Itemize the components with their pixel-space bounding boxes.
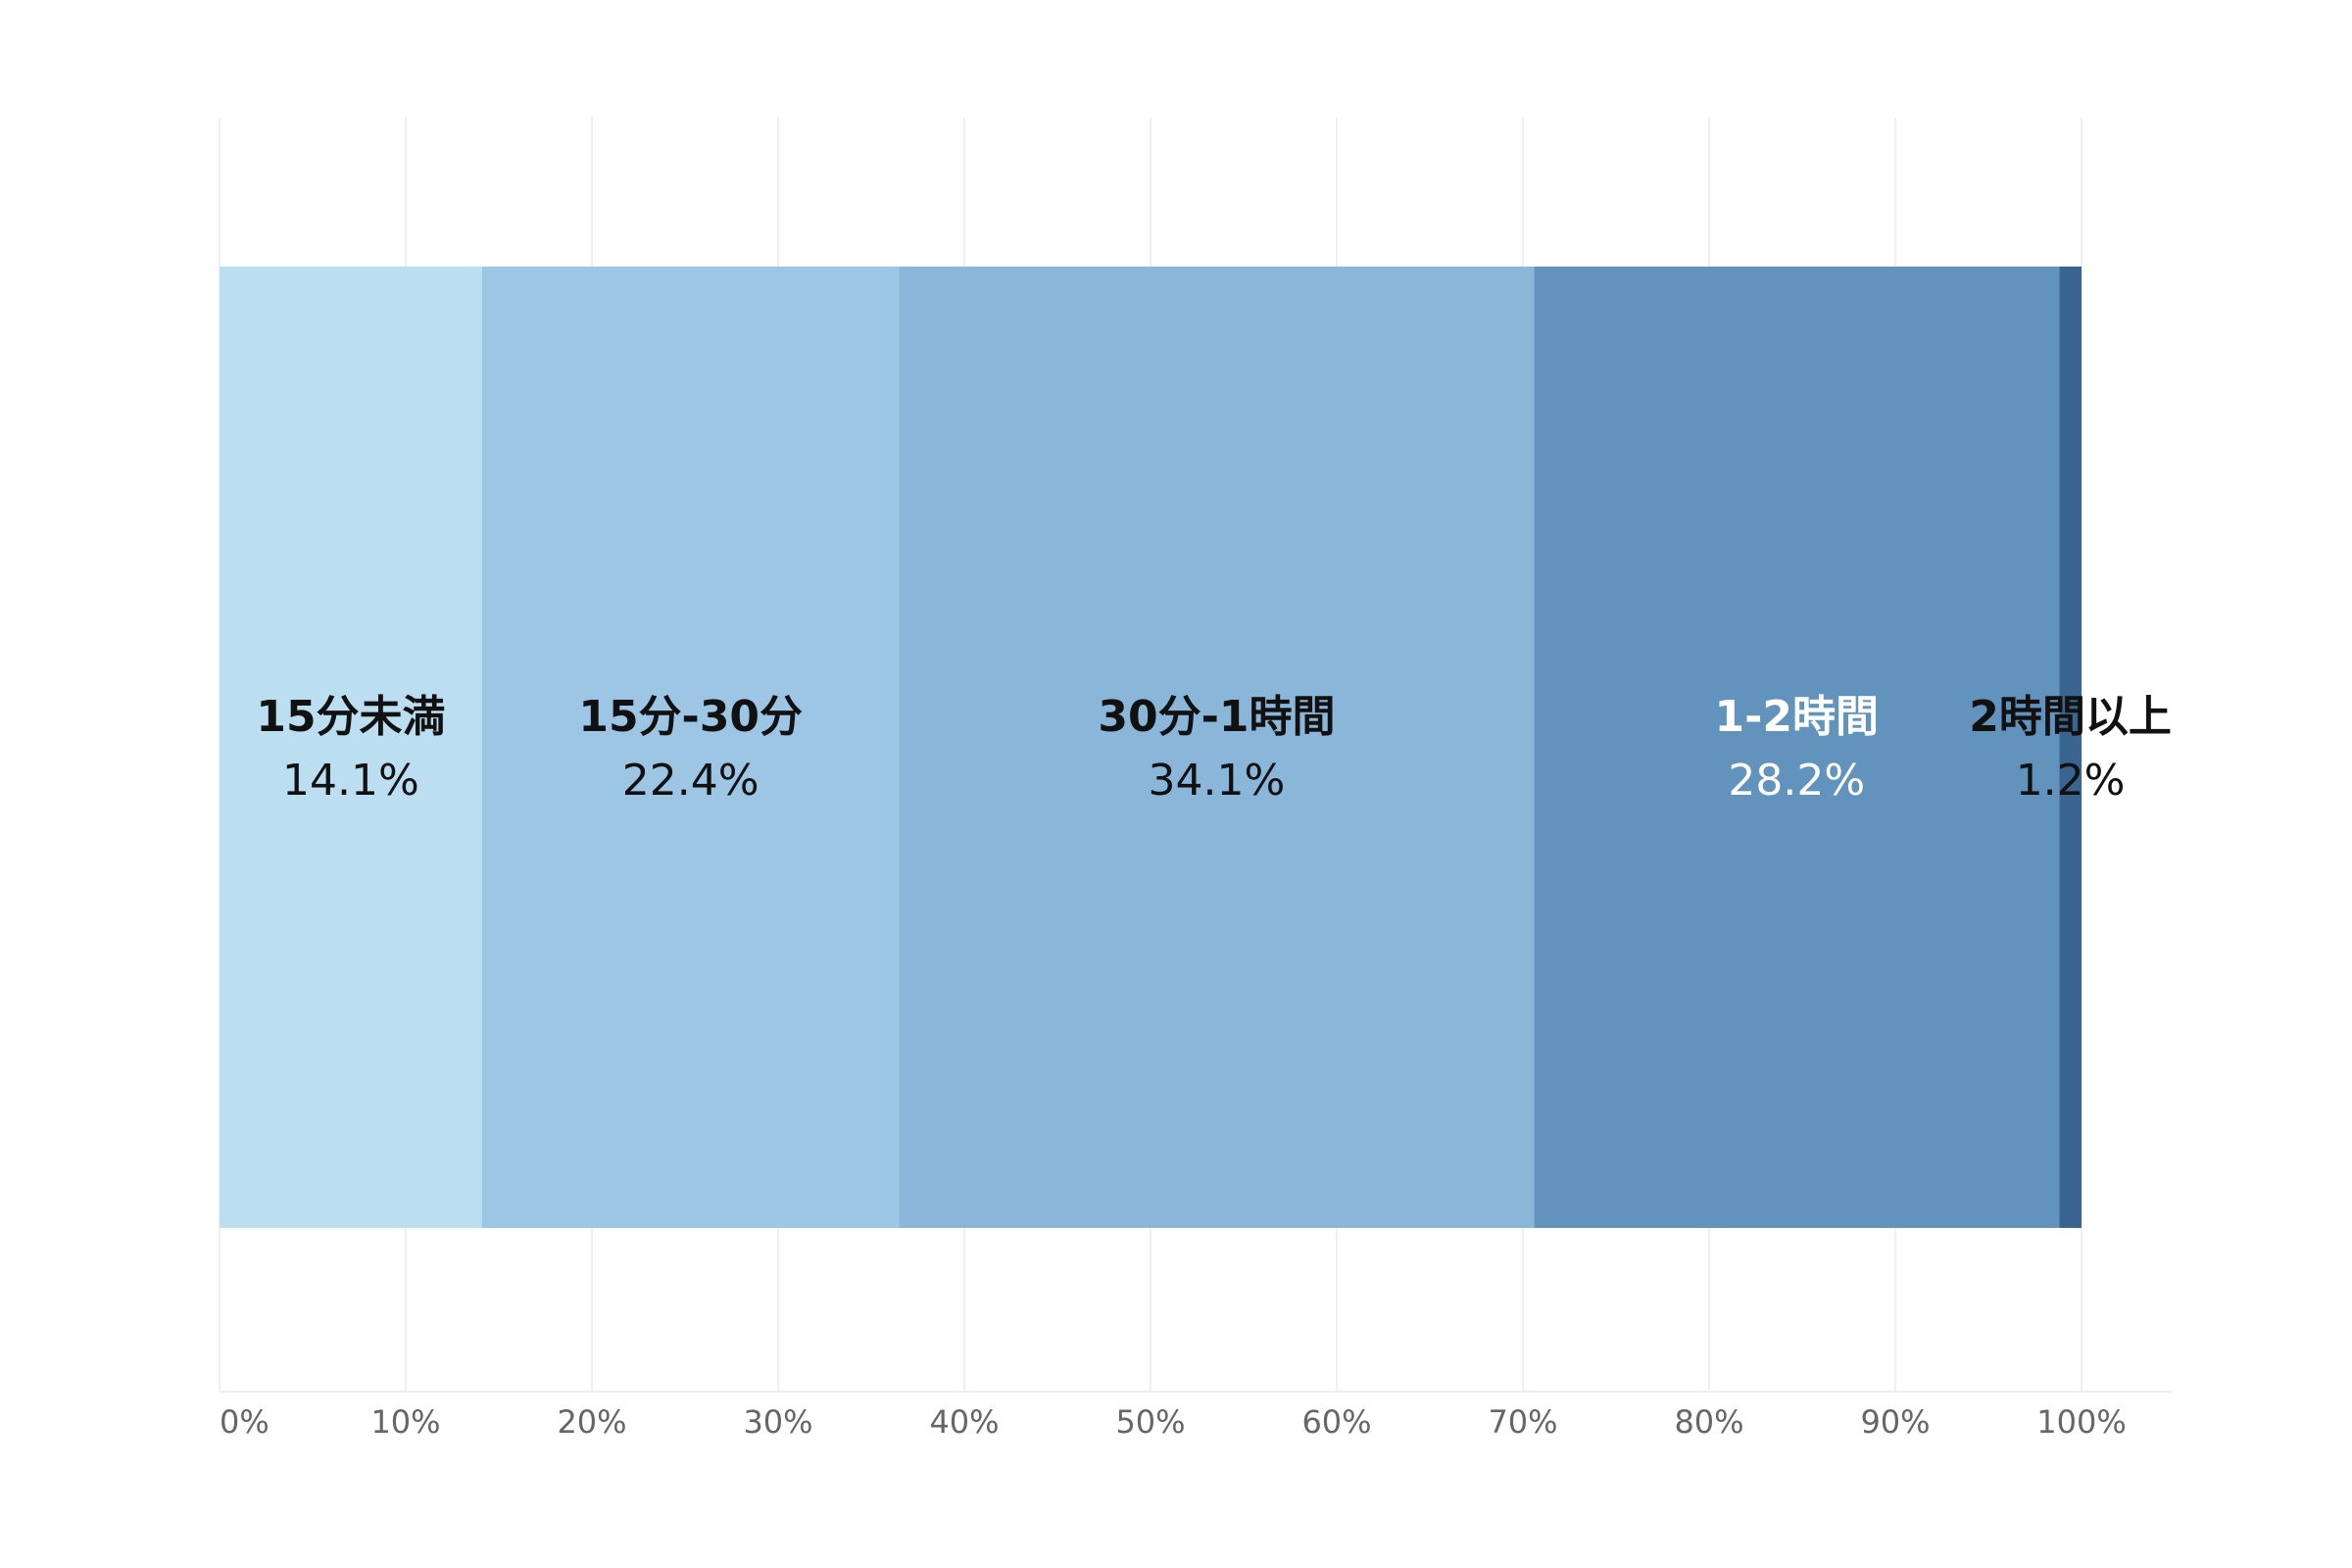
x-axis-ticks: 0% 10% 20% 30% 40% 50% 60% 70% 80% 90% 100% (220, 1403, 2127, 1441)
bar-segment (1534, 267, 2060, 1228)
segment-labels: 15分未満 14.1% 15分-30分 22.4% 30分-1時間 34.1% 1-2時間 2… (256, 692, 2172, 806)
segment-value-label: 1.2% (2016, 756, 2126, 806)
x-tick-label: 90% (1860, 1403, 1930, 1441)
bar-segment (220, 267, 482, 1228)
x-tick-label: 100% (2036, 1403, 2126, 1441)
bar-segment (2059, 267, 2082, 1228)
segment-value-label: 14.1% (282, 756, 419, 806)
segment-category-label: 1-2時間 (1715, 692, 1880, 742)
x-tick-label: 70% (1488, 1403, 1557, 1441)
segment-value-label: 28.2% (1728, 756, 1865, 806)
x-tick-label: 20% (557, 1403, 626, 1441)
bar-segments (220, 267, 2082, 1228)
x-tick-label: 30% (743, 1403, 812, 1441)
x-tick-label: 40% (929, 1403, 999, 1441)
x-tick-label: 80% (1674, 1403, 1743, 1441)
x-tick-label: 0% (220, 1403, 270, 1441)
bar-segment (481, 267, 900, 1228)
segment-category-label: 2時間以上 (1969, 692, 2172, 742)
x-tick-label: 60% (1301, 1403, 1371, 1441)
x-tick-label: 10% (370, 1403, 440, 1441)
bar-segment (899, 267, 1535, 1228)
segment-category-label: 15分未満 (256, 692, 445, 742)
segment-category-label: 15分-30分 (578, 692, 803, 742)
x-tick-label: 50% (1115, 1403, 1185, 1441)
segment-value-label: 34.1% (1149, 756, 1286, 806)
segment-category-label: 30分-1時間 (1098, 692, 1335, 742)
segment-value-label: 22.4% (622, 756, 760, 806)
